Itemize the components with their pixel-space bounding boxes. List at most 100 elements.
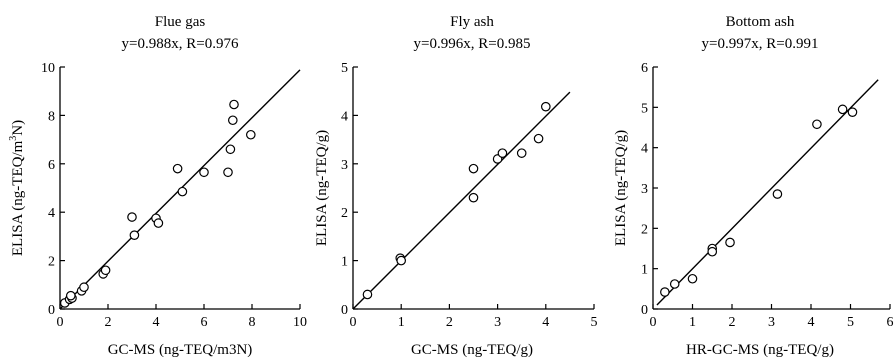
x-tick-label: 6	[887, 315, 894, 330]
axes: 0 1 2 3 4 5 6 0 1 2 3 4 5 6	[641, 61, 894, 330]
x-tick-label: 8	[249, 315, 256, 330]
data-point	[837, 104, 848, 115]
x-tick-label: 2	[446, 315, 453, 330]
data-points	[660, 104, 858, 297]
data-point	[100, 265, 111, 276]
fit-line-group	[656, 79, 879, 306]
x-tick-label: 3	[768, 315, 775, 330]
y-tick-label: 5	[641, 101, 648, 116]
y-tick-label: 2	[341, 206, 348, 221]
x-tick-label: 4	[808, 315, 815, 330]
panel-bottom-ash: Bottom ash y=0.997x, R=0.991 HR-GC-MS (n…	[613, 14, 894, 358]
y-axis-label: ELISA (ng-TEQ/g)	[314, 130, 330, 246]
x-tick-label: 5	[847, 315, 854, 330]
axes: 0 1 2 3 4 5 0 1 2 3 4 5	[341, 61, 598, 330]
x-axis-label: GC-MS (ng-TEQ/g)	[411, 342, 533, 358]
data-point	[725, 237, 735, 248]
regression-line	[352, 91, 571, 310]
x-tick-label: 0	[57, 315, 64, 330]
chart-subtitle: y=0.996x, R=0.985	[414, 36, 531, 52]
data-points	[362, 101, 551, 300]
data-point	[540, 101, 551, 112]
panel-fly-ash: Fly ash y=0.996x, R=0.985 GC-MS (ng-TEQ/…	[314, 14, 598, 358]
y-tick-label: 1	[341, 255, 348, 270]
data-point	[533, 133, 544, 144]
data-point	[396, 255, 406, 266]
data-point	[812, 119, 822, 130]
data-point	[362, 289, 373, 300]
y-axis-label: ELISA (ng-TEQ/g)	[613, 130, 629, 246]
data-point	[772, 189, 783, 199]
x-tick-label: 10	[293, 315, 307, 330]
data-point	[669, 279, 680, 289]
data-point	[127, 212, 137, 222]
x-tick-label: 3	[494, 315, 501, 330]
y-tick-label: 4	[641, 142, 648, 157]
y-tick-label: 4	[341, 109, 348, 124]
data-point	[199, 167, 209, 178]
fit-line-group	[352, 91, 571, 310]
y-tick-label: 4	[48, 206, 55, 221]
x-tick-label: 0	[350, 315, 357, 330]
data-point	[707, 246, 718, 257]
data-point	[129, 230, 140, 240]
y-axis-label-suffix: N)	[10, 120, 26, 136]
data-point	[223, 167, 233, 178]
y-tick-label: 0	[641, 303, 648, 318]
y-axis-label-main: ELISA (ng-TEQ/m	[10, 140, 26, 256]
x-tick-label: 2	[105, 315, 112, 330]
data-point	[246, 129, 256, 140]
y-tick-label: 0	[48, 303, 55, 318]
x-axis-label: GC-MS (ng-TEQ/m3N)	[108, 342, 253, 358]
data-point	[468, 163, 479, 174]
data-points	[60, 99, 256, 308]
data-point	[687, 273, 698, 284]
chart-subtitle: y=0.997x, R=0.991	[702, 36, 819, 52]
y-tick-label: 2	[641, 222, 648, 237]
y-tick-label: 0	[341, 303, 348, 318]
y-axis-label-main: ELISA (ng-TEQ/g)	[613, 130, 629, 246]
y-tick-label: 6	[48, 158, 55, 173]
chart-title: Bottom ash	[726, 14, 795, 30]
y-axis-label-main: ELISA (ng-TEQ/g)	[314, 130, 330, 246]
y-tick-label: 1	[641, 263, 648, 278]
y-tick-label: 6	[641, 61, 648, 76]
y-tick-label: 5	[341, 61, 348, 76]
x-tick-label: 4	[153, 315, 160, 330]
x-tick-label: 6	[201, 315, 208, 330]
x-tick-label: 4	[542, 315, 549, 330]
y-axis-label: ELISA (ng-TEQ/m3N)	[8, 120, 26, 256]
y-tick-label: 2	[48, 255, 55, 270]
data-point	[497, 148, 508, 158]
chart-title: Fly ash	[450, 14, 494, 30]
data-point	[177, 186, 188, 197]
regression-line	[656, 79, 879, 306]
x-tick-label: 0	[650, 315, 657, 330]
data-point	[79, 282, 89, 293]
data-point	[229, 99, 239, 110]
chart-title: Flue gas	[155, 14, 206, 30]
data-point	[468, 192, 479, 203]
x-axis-label: HR-GC-MS (ng-TEQ/g)	[686, 342, 834, 358]
data-point	[66, 290, 76, 301]
data-point	[172, 163, 183, 174]
data-point	[847, 107, 858, 117]
data-point	[153, 218, 164, 228]
x-tick-label: 2	[729, 315, 736, 330]
data-point	[228, 115, 238, 126]
y-tick-label: 10	[41, 61, 55, 76]
x-tick-label: 1	[398, 315, 405, 330]
panel-flue-gas: Flue gas y=0.988x, R=0.976 GC-MS (ng-TEQ…	[8, 14, 307, 358]
chart-subtitle: y=0.988x, R=0.976	[122, 36, 239, 52]
y-tick-label: 3	[341, 158, 348, 173]
axes: 0 2 4 6 8 10 0 2 4 6 8 10	[41, 61, 307, 330]
y-axis-label-superscript: 3	[8, 136, 19, 141]
y-tick-label: 3	[641, 182, 648, 197]
data-point	[225, 144, 236, 155]
y-tick-label: 8	[48, 109, 55, 124]
data-point	[660, 287, 670, 297]
x-tick-label: 1	[689, 315, 696, 330]
x-tick-label: 5	[591, 315, 598, 330]
data-point	[516, 148, 527, 158]
